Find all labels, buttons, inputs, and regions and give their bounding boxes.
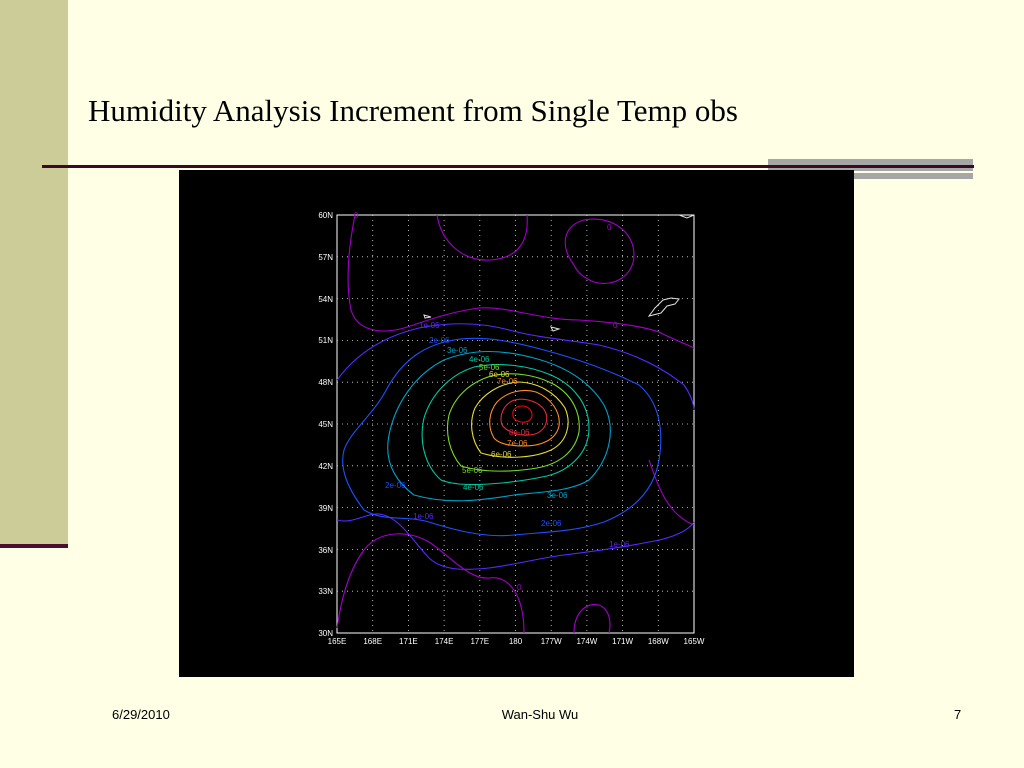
contour-label: 0 xyxy=(607,223,612,232)
contour-label: 0 xyxy=(517,583,522,592)
lat-label: 45N xyxy=(318,420,333,429)
footer-author: Wan-Shu Wu xyxy=(501,707,579,722)
lon-label: 177E xyxy=(470,637,489,646)
left-accent-bar xyxy=(0,0,68,546)
lat-label: 30N xyxy=(318,629,333,638)
lon-label: 171E xyxy=(399,637,418,646)
lon-label: 165E xyxy=(328,637,347,646)
footer-date: 6/29/2010 xyxy=(112,707,170,722)
contour-label: 1e-06 xyxy=(419,321,440,330)
lat-label: 42N xyxy=(318,462,333,471)
contour-label: 6e-06 xyxy=(489,370,510,379)
lat-label: 60N xyxy=(318,211,333,220)
contour-label: 2e-06 xyxy=(385,481,406,490)
contour-label: 3e-06 xyxy=(547,491,568,500)
contour-label: 4e-06 xyxy=(463,483,484,492)
lat-label: 51N xyxy=(318,336,333,345)
slide-title: Humidity Analysis Increment from Single … xyxy=(88,93,738,128)
contour-label: 0 xyxy=(613,321,618,330)
title-rule xyxy=(42,165,974,168)
contour-label: 6e-06 xyxy=(491,450,512,459)
footer-page-number: 7 xyxy=(954,707,962,722)
lat-label: 33N xyxy=(318,587,333,596)
lon-label: 174W xyxy=(576,637,597,646)
contour-label: 5e-06 xyxy=(479,363,500,372)
contour-label: 4e-06 xyxy=(469,355,490,364)
lon-label: 171W xyxy=(612,637,633,646)
contour-labels: 0 0 0 0 1e-06 1e-06 1e-06 2e-06 2e-06 2e… xyxy=(354,211,630,592)
contour-label: 7e-06 xyxy=(507,439,528,448)
coastlines xyxy=(423,214,695,332)
latitude-labels: 60N 57N 54N 51N 48N 45N 42N 39N 36N 33N … xyxy=(318,211,333,638)
lon-label: 165W xyxy=(684,637,705,646)
contour-map-svg: 0 0 0 0 1e-06 1e-06 1e-06 2e-06 2e-06 2e… xyxy=(318,211,705,646)
lat-label: 36N xyxy=(318,546,333,555)
lat-label: 39N xyxy=(318,504,333,513)
analysis-map: 0 0 0 0 1e-06 1e-06 1e-06 2e-06 2e-06 2e… xyxy=(179,170,854,677)
lat-label: 48N xyxy=(318,378,333,387)
contour-label: 3e-06 xyxy=(447,346,468,355)
lon-label: 174E xyxy=(435,637,454,646)
lon-label: 180 xyxy=(509,637,523,646)
lat-label: 57N xyxy=(318,253,333,262)
map-grid xyxy=(337,215,694,633)
contour-label: 2e-06 xyxy=(429,336,450,345)
lat-label: 54N xyxy=(318,295,333,304)
contour-label: 8e-06 xyxy=(509,428,530,437)
contour-label: 0 xyxy=(354,211,359,220)
lon-label: 168E xyxy=(363,637,382,646)
lon-label: 168W xyxy=(648,637,669,646)
longitude-labels: 165E 168E 171E 174E 177E 180 177W 174W 1… xyxy=(328,637,705,646)
lon-label: 177W xyxy=(541,637,562,646)
contour-label: 5e-06 xyxy=(462,466,483,475)
contour-label: 7e-06 xyxy=(497,377,518,386)
contour-label: 1e-06 xyxy=(609,540,630,549)
contour-label: 1e-06 xyxy=(413,512,434,521)
contour-label: 2e-06 xyxy=(541,519,562,528)
contour-lines xyxy=(336,214,695,634)
left-accent-rule xyxy=(0,544,68,548)
